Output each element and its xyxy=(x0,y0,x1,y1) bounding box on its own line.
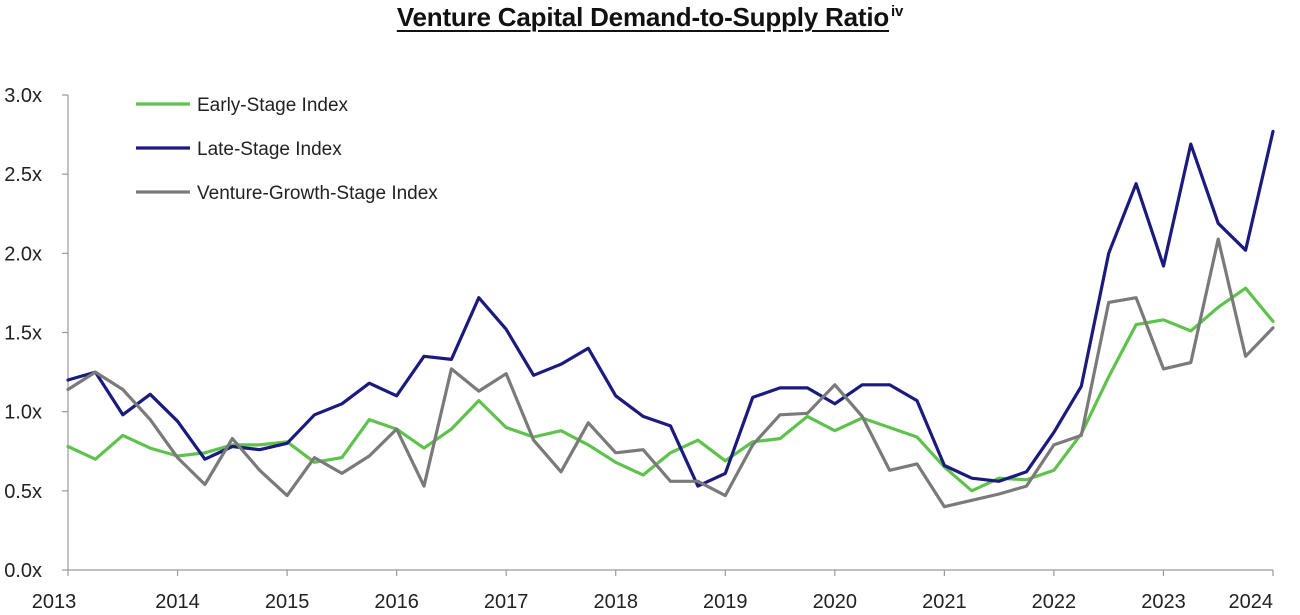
x-tick-label: 2017 xyxy=(484,591,529,613)
chart-title-text: Venture Capital Demand-to-Supply Ratio xyxy=(396,2,890,32)
y-tick-label: 1.5x xyxy=(4,323,42,345)
chart-series xyxy=(66,129,1275,509)
legend-label: Venture-Growth-Stage Index xyxy=(197,183,438,204)
y-tick-label: 1.0x xyxy=(4,402,42,424)
chart-title: Venture Capital Demand-to-Supply Ratio iv xyxy=(0,2,1300,33)
x-tick-label: 2020 xyxy=(813,591,858,613)
x-tick-label: 2013 xyxy=(32,591,77,613)
y-tick-label: 2.5x xyxy=(4,164,42,186)
x-tick-label: 2014 xyxy=(155,591,200,613)
legend-label: Early-Stage Index xyxy=(197,95,349,116)
chart-title-superscript: iv xyxy=(891,3,904,21)
y-tick-label: 0.5x xyxy=(4,481,42,503)
series-line-venture-growth-stage-index xyxy=(66,237,1275,509)
chart-legend: Early-Stage Index Late-Stage Index Venture… xyxy=(136,95,438,204)
series-line-early-stage-index xyxy=(66,286,1275,493)
y-tick-label: 3.0x xyxy=(4,85,42,107)
x-tick-label: 2018 xyxy=(593,591,638,613)
x-tick-label: 2016 xyxy=(374,591,419,613)
y-tick-label: 0.0x xyxy=(4,560,42,582)
x-tick-label: 2019 xyxy=(703,591,748,613)
x-tick-label: 2023 xyxy=(1141,591,1186,613)
chart-axes: 0.0x 0.5x 1.0x 1.5x 2.0x 2.5x 3.0x 2013 2014 2015… xyxy=(4,85,1274,613)
y-tick-label: 2.0x xyxy=(4,243,42,265)
series-line-late-stage-index xyxy=(66,129,1275,488)
x-tick-label: 2024 xyxy=(1229,591,1274,613)
x-tick-label: 2021 xyxy=(922,591,967,613)
x-tick-label: 2015 xyxy=(265,591,310,613)
x-tick-label: 2022 xyxy=(1032,591,1077,613)
legend-label: Late-Stage Index xyxy=(197,139,342,160)
